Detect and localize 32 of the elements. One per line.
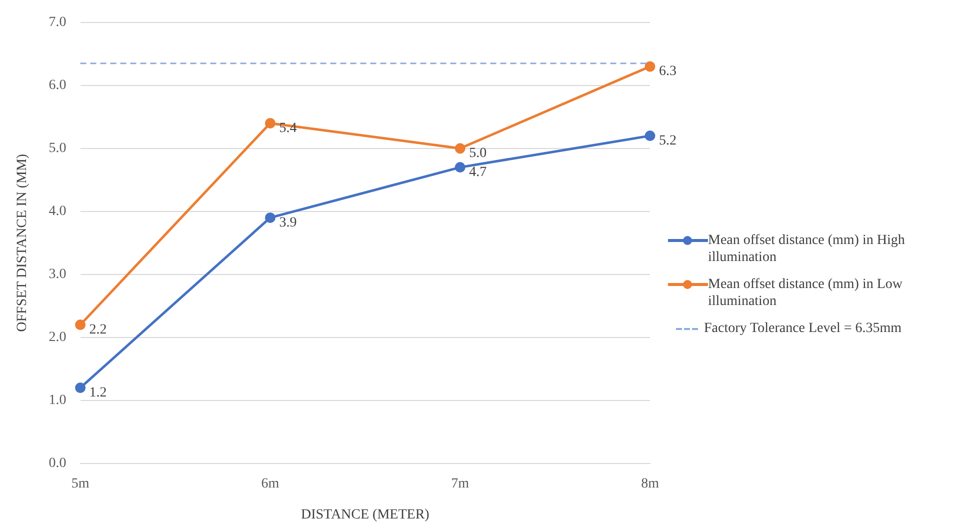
data-label: 1.2	[89, 385, 107, 400]
y-tick-label: 3.0	[48, 267, 66, 282]
legend-label: Factory Tolerance Level = 6.35mm	[704, 320, 902, 337]
data-label: 2.2	[89, 322, 107, 338]
y-tick-label: 0.0	[48, 456, 66, 472]
data-label: 4.7	[469, 164, 487, 180]
point	[264, 118, 276, 128]
point	[454, 143, 466, 154]
x-tick-label: 7m	[451, 476, 470, 492]
y-tick-label: 2.0	[48, 330, 66, 346]
y-tick-label: 4.0	[48, 204, 66, 220]
point	[75, 320, 86, 330]
y-tick-label: 6.0	[48, 78, 66, 94]
data-label: 6.3	[659, 64, 676, 80]
y-tick-label: 7.0	[48, 15, 66, 30]
legend-label: Mean offset distance (mm) in Low illumination	[708, 276, 904, 310]
x-axis-title: DISTANCE (METER)	[300, 507, 430, 522]
y-tick-label: 1.0	[48, 393, 66, 408]
point	[644, 61, 656, 72]
y-axis-title: OFFSET DISTANCE IN (MM)	[15, 154, 30, 332]
data-label: 5.0	[469, 146, 487, 162]
legend-label: Mean offset distance (mm) in High illumination	[708, 232, 906, 266]
point	[644, 130, 656, 142]
point	[454, 162, 466, 173]
x-tick-label: 6m	[261, 476, 280, 492]
x-tick-label: 8m	[641, 476, 660, 492]
y-tick-label: 5.0	[48, 141, 66, 156]
data-label: 5.2	[659, 133, 676, 148]
point	[75, 382, 86, 394]
point	[264, 212, 276, 223]
x-tick-label: 5m	[71, 476, 90, 492]
data-label: 3.9	[279, 215, 297, 230]
